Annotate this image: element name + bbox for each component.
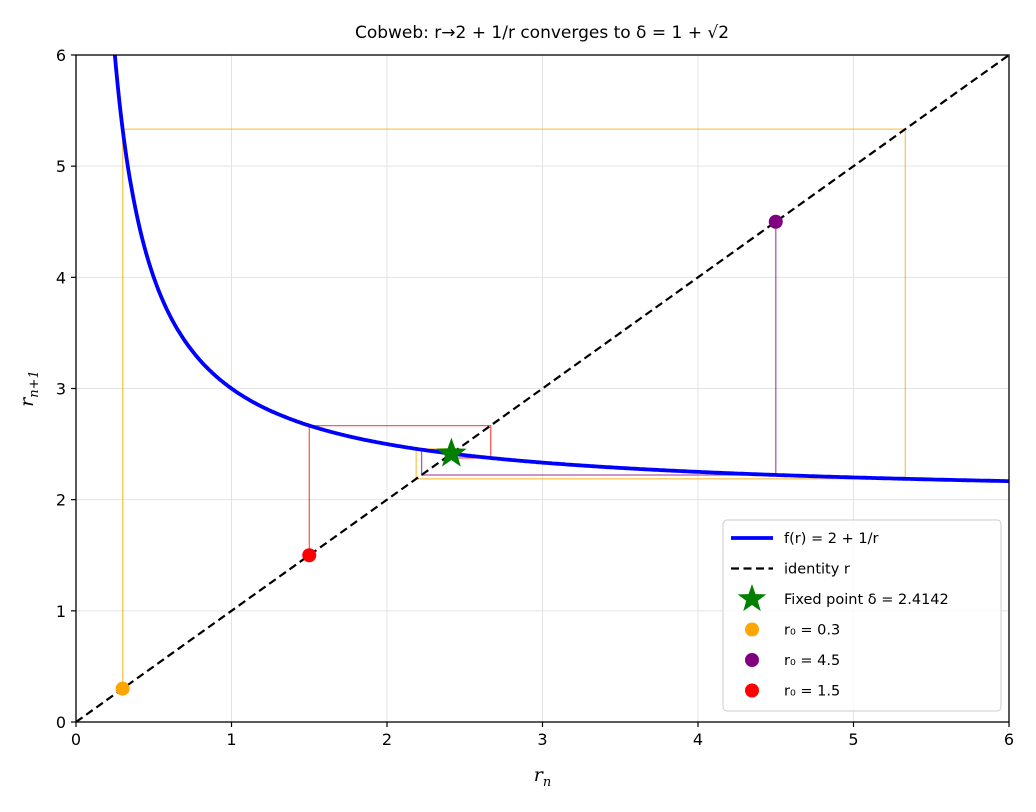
- y-tick-label: 5: [56, 157, 66, 176]
- y-tick-label: 1: [56, 602, 66, 621]
- start-point-marker: [768, 214, 783, 229]
- start-point-marker: [115, 681, 130, 696]
- y-tick-label: 3: [56, 380, 66, 399]
- y-tick-label: 2: [56, 491, 66, 510]
- y-axis-label: rn+1: [16, 370, 42, 407]
- legend-box: [722, 519, 1002, 712]
- x-tick-label: 5: [848, 730, 858, 749]
- start-point-marker: [302, 548, 317, 563]
- legend-label: identity r: [784, 562, 850, 578]
- x-tick-label: 3: [537, 730, 547, 749]
- legend-label: r₀ = 4.5: [784, 653, 840, 669]
- identity-line: [76, 55, 1009, 722]
- legend-label: Fixed point δ = 2.4142: [784, 592, 949, 608]
- legend-dot-icon: [745, 653, 759, 667]
- y-tick-label: 4: [56, 268, 66, 287]
- x-tick-label: 6: [1004, 730, 1014, 749]
- legend-star-icon: [737, 584, 767, 612]
- x-tick-label: 2: [382, 730, 392, 749]
- x-axis-label: rn: [534, 764, 551, 790]
- plot-content: [76, 55, 1009, 722]
- legend: f(r) = 2 + 1/r identity r Fixed point δ = …: [722, 519, 1002, 712]
- fixed-point-star-icon: [436, 437, 467, 467]
- legend-dot-icon: [745, 622, 759, 637]
- plot-area: [76, 55, 1009, 722]
- chart-title: Cobweb: r→2 + 1/r converges to δ = 1 + √…: [355, 23, 729, 43]
- function-curve: [112, 55, 1009, 483]
- y-tick-label: 6: [56, 46, 66, 65]
- legend-label: r₀ = 0.3: [784, 623, 840, 639]
- x-tick-label: 4: [693, 730, 703, 749]
- legend-dot-icon: [745, 683, 759, 698]
- y-tick-label: 0: [56, 713, 66, 732]
- legend-label: r₀ = 1.5: [784, 684, 840, 700]
- x-tick-label: 1: [226, 730, 236, 749]
- legend-label: f(r) = 2 + 1/r: [784, 531, 878, 547]
- x-tick-label: 0: [71, 730, 81, 749]
